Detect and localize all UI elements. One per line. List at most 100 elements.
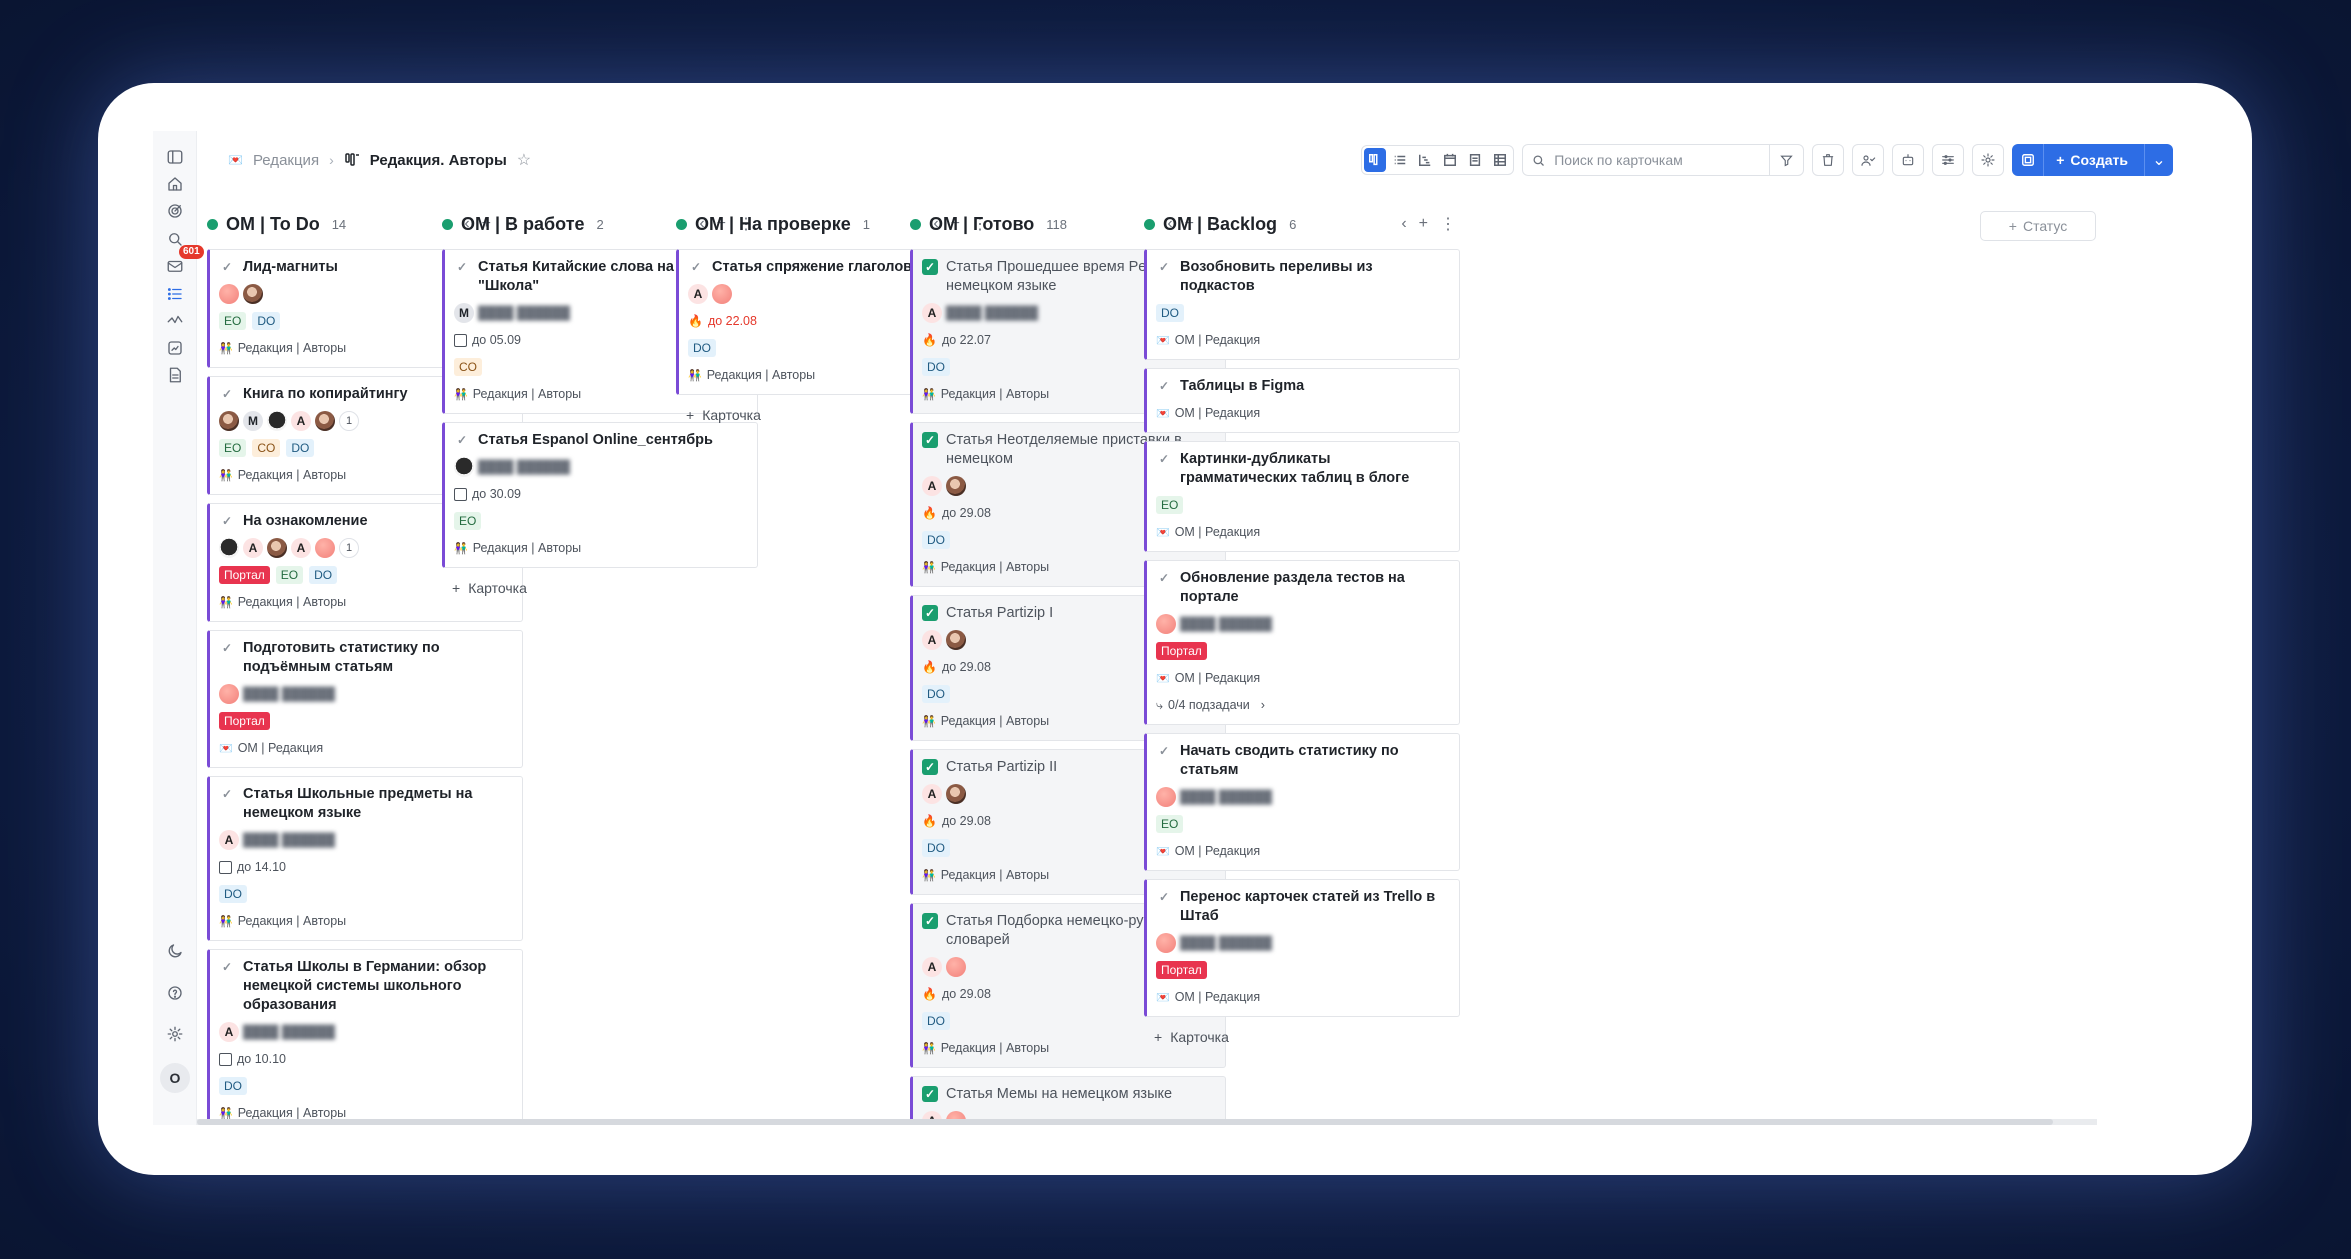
more-vertical-icon[interactable]: ⋮ [503,216,519,233]
tag-badge[interactable]: DO [309,566,338,584]
task-card[interactable]: ✓ Статья Мемы на немецком языке A [910,1076,1226,1125]
home-icon[interactable] [163,172,187,196]
template-icon[interactable] [2012,144,2045,176]
checkbox-icon[interactable]: ✓ [1158,743,1170,758]
add-card-plus-icon[interactable]: + [481,215,491,232]
checkbox-icon[interactable]: ✓ [221,513,233,528]
more-vertical-icon[interactable]: ⋮ [1206,216,1222,233]
tag-badge[interactable]: EO [1156,815,1184,833]
checkbox-icon[interactable]: ✓ [1158,889,1170,904]
due-date[interactable]: до 30.09 [454,484,747,504]
tag-badge[interactable]: Портал [219,566,270,584]
column-title[interactable]: OM | В работе [461,213,585,234]
checkbox-checked-icon[interactable]: ✓ [922,432,938,448]
card-project[interactable]: 👫 Редакция | Авторы [219,592,512,612]
scrollbar-thumb[interactable] [197,1119,2053,1125]
help-icon[interactable] [163,981,187,1005]
card-project[interactable]: 💌 OM | Редакция [219,738,512,758]
tag-badge[interactable]: EO [219,312,247,330]
reports-icon[interactable] [163,336,187,360]
card-project[interactable]: 👫 Редакция | Авторы [219,1103,512,1123]
card-project[interactable]: 👫 Редакция | Авторы [922,711,1215,731]
checkbox-icon[interactable]: ✓ [456,432,468,447]
tag-badge[interactable]: CO [252,439,281,457]
fields-button[interactable] [1932,144,1965,176]
card-project[interactable]: 👫 Редакция | Авторы [219,338,512,358]
checkbox-icon[interactable]: ✓ [221,386,233,401]
tag-badge[interactable]: EO [1156,496,1184,514]
card-project[interactable]: 💌 OM | Редакция [1156,522,1449,542]
column-title[interactable]: OM | На проверке [695,213,851,234]
card-project[interactable]: 💌 OM | Редакция [1156,987,1449,1007]
tag-badge[interactable]: DO [922,531,950,549]
favorite-star-icon[interactable]: ☆ [516,152,532,169]
collapse-left-icon[interactable]: ‹ [699,215,705,232]
task-card[interactable]: ✓ Картинки-дубликаты грамматических табл… [1144,441,1460,552]
automation-button[interactable] [1892,144,1925,176]
create-button[interactable]: + Создать [2044,144,2145,176]
activity-icon[interactable] [163,309,187,333]
checkbox-checked-icon[interactable]: ✓ [922,1086,938,1102]
checkbox-icon[interactable]: ✓ [690,259,702,274]
checkbox-icon[interactable]: ✓ [1158,570,1170,585]
view-calendar-icon[interactable] [1439,148,1461,172]
view-kanban-icon[interactable] [1364,148,1387,172]
card-project[interactable]: 👫 Редакция | Авторы [922,557,1215,577]
tag-badge[interactable]: DO [219,885,247,903]
due-date[interactable]: 🔥 до 29.08 [922,811,1215,831]
view-table-icon[interactable] [1489,148,1511,172]
task-card[interactable]: ✓ Перенос карточек статей из Trello в Шт… [1144,879,1460,1017]
breadcrumb-parent[interactable]: Редакция [252,151,320,169]
collapse-left-icon[interactable]: ‹ [1401,215,1407,232]
checkbox-icon[interactable]: ✓ [221,259,233,274]
column-title[interactable]: OM | Backlog [1163,213,1278,234]
horizontal-scrollbar[interactable] [197,1119,2097,1125]
task-card[interactable]: ✓ Статья Espanol Online_сентябрь ████ ██… [442,422,758,568]
card-project[interactable]: 💌 OM | Редакция [1156,668,1449,688]
task-card[interactable]: ✓ Статья Школы в Германии: обзор немецко… [207,949,523,1125]
tag-badge[interactable]: Портал [219,712,270,730]
card-project[interactable]: 👫 Редакция | Авторы [454,384,747,404]
due-date[interactable]: 🔥 до 29.08 [922,657,1215,677]
due-date[interactable]: до 14.10 [219,857,512,877]
tag-badge[interactable]: DO [252,312,281,330]
checkbox-checked-icon[interactable]: ✓ [922,259,938,275]
add-card-plus-icon[interactable]: + [716,215,726,232]
view-list-icon[interactable] [1389,148,1411,172]
due-date[interactable]: 🔥 до 29.08 [922,503,1215,523]
card-project[interactable]: 👫 Редакция | Авторы [219,911,512,931]
collapse-left-icon[interactable]: ‹ [464,215,470,232]
task-card[interactable]: ✓ Возобновить переливы из подкастов DO 💌… [1144,249,1460,360]
due-date[interactable]: 🔥 до 22.08 [688,311,981,331]
due-date[interactable]: 🔥 до 29.08 [922,984,1215,1004]
document-icon[interactable] [163,363,187,387]
more-vertical-icon[interactable]: ⋮ [738,216,754,233]
inbox-icon[interactable]: 601 [163,245,204,278]
dark-mode-icon[interactable] [163,939,187,963]
add-card-plus-icon[interactable]: + [1184,215,1194,232]
tag-badge[interactable]: DO [219,1077,247,1095]
tag-badge[interactable]: DO [688,339,716,357]
checkbox-icon[interactable]: ✓ [221,640,233,655]
tag-badge[interactable]: DO [922,358,950,376]
add-card-button[interactable]: + Карточка [686,407,994,423]
view-docs-icon[interactable] [1464,148,1486,172]
column-title[interactable]: OM | To Do [226,213,320,234]
task-card[interactable]: ✓ Начать сводить статистику по статьям █… [1144,733,1460,871]
settings-gear-icon[interactable] [163,1022,187,1046]
members-button[interactable] [1852,144,1885,176]
column-title[interactable]: OM | Готово [929,213,1035,234]
board-settings-button[interactable] [1972,144,2005,176]
checkbox-icon[interactable]: ✓ [456,259,468,274]
user-avatar[interactable]: O [160,1063,190,1093]
card-project[interactable]: 👫 Редакция | Авторы [922,384,1215,404]
tag-badge[interactable]: EO [454,512,482,530]
tag-badge[interactable]: DO [922,1012,950,1030]
add-card-plus-icon[interactable]: + [1418,215,1428,232]
tag-badge[interactable]: EO [219,439,247,457]
tag-badge[interactable]: DO [1156,304,1184,322]
card-subtasks[interactable]: ⤷ 0/4 подзадачи › [1156,695,1449,715]
checkbox-icon[interactable]: ✓ [1158,378,1170,393]
add-card-button[interactable]: + Карточка [1154,1029,1462,1045]
view-gantt-icon[interactable] [1414,148,1436,172]
